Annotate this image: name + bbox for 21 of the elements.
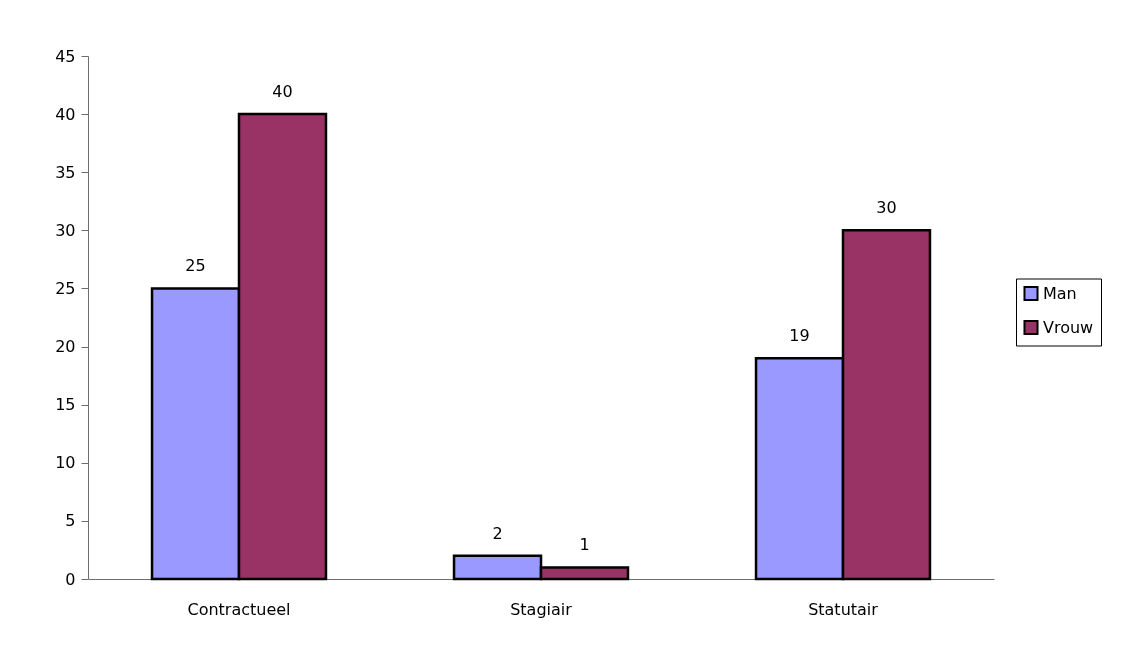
data-label: 40 <box>272 82 293 102</box>
y-tick-label: 25 <box>55 278 76 298</box>
y-tick-label: 20 <box>55 337 76 357</box>
y-tick-label: 35 <box>55 162 76 182</box>
y-tick-label: 40 <box>55 104 76 124</box>
x-tick-label: Stagiair <box>510 599 573 619</box>
x-tick-label: Contractueel <box>187 599 291 619</box>
y-tick-label: 30 <box>55 220 76 240</box>
y-tick-label: 5 <box>65 511 76 531</box>
y-tick-label: 15 <box>55 395 76 415</box>
x-tick-label: Statutair <box>808 599 879 619</box>
legend-label: Vrouw <box>1043 317 1094 337</box>
y-tick-label: 45 <box>55 46 76 66</box>
y-tick-label: 0 <box>65 569 76 589</box>
y-tick-label: 10 <box>55 453 76 473</box>
data-label: 2 <box>492 523 503 543</box>
legend-label: Man <box>1043 283 1077 303</box>
data-label: 25 <box>185 256 206 276</box>
data-label: 19 <box>789 326 810 346</box>
data-label: 30 <box>876 198 897 218</box>
data-label: 1 <box>579 535 590 555</box>
